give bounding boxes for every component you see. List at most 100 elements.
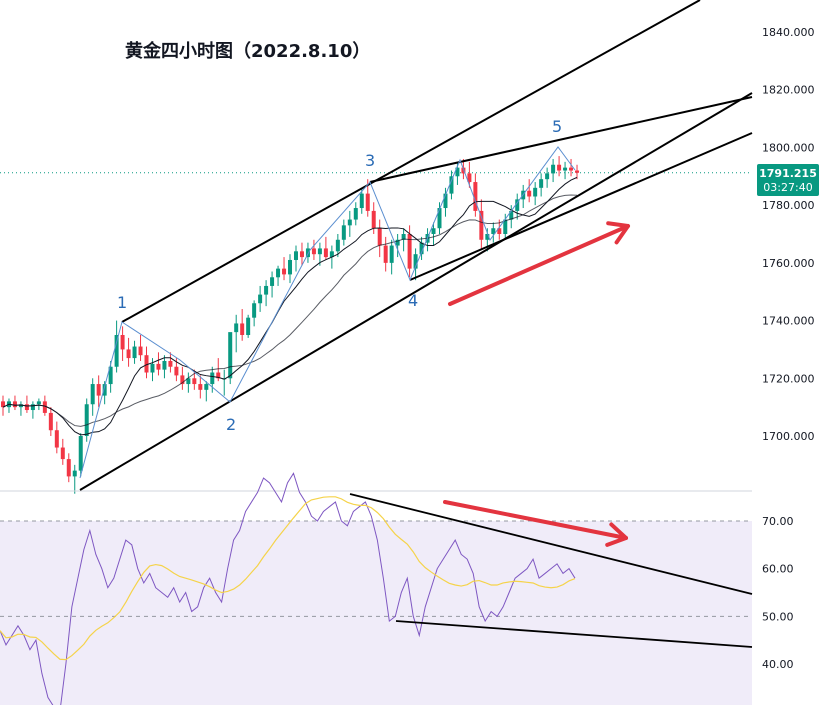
candle-body bbox=[204, 384, 209, 390]
candle bbox=[60, 438, 65, 465]
candle bbox=[335, 234, 340, 258]
candle bbox=[186, 372, 191, 393]
candle-body bbox=[12, 401, 17, 408]
candle-body bbox=[186, 378, 191, 385]
candle-body bbox=[162, 360, 167, 370]
candle bbox=[252, 300, 257, 327]
candle-body bbox=[288, 259, 293, 275]
candle-body bbox=[551, 164, 556, 174]
candle-body bbox=[311, 248, 316, 255]
candle-body bbox=[78, 436, 83, 471]
candle bbox=[276, 265, 281, 286]
candle bbox=[575, 164, 580, 180]
rsi-line bbox=[0, 472, 576, 705]
candle-body bbox=[407, 234, 412, 269]
candle bbox=[30, 401, 35, 419]
down-arrow-head bbox=[605, 522, 628, 547]
candle-body bbox=[84, 404, 89, 436]
candle-body bbox=[413, 254, 418, 269]
candle-body bbox=[545, 173, 550, 180]
candle-body bbox=[90, 384, 95, 405]
channel-upper-line bbox=[121, 0, 701, 323]
candle-body bbox=[377, 228, 382, 246]
candle bbox=[527, 179, 532, 203]
price-tick-label: 1740.000 bbox=[762, 315, 815, 328]
candle bbox=[443, 187, 448, 217]
candle bbox=[144, 346, 149, 379]
candle bbox=[479, 199, 484, 249]
current-price-tag: 1791.215 03:27:40 bbox=[757, 164, 819, 196]
candle bbox=[1, 395, 5, 416]
candle-body bbox=[276, 268, 281, 278]
candle-body bbox=[359, 193, 364, 209]
rsi-tick-label: 70.00 bbox=[762, 515, 794, 528]
candle bbox=[551, 158, 556, 183]
candle-body bbox=[497, 228, 502, 234]
candle bbox=[180, 366, 185, 390]
candle-body bbox=[258, 294, 263, 304]
candle-body bbox=[174, 366, 179, 376]
candle bbox=[270, 271, 275, 298]
candle bbox=[258, 285, 263, 312]
candle bbox=[569, 158, 574, 177]
up-arrow-shaft bbox=[448, 224, 630, 306]
candle bbox=[150, 358, 155, 382]
candle bbox=[24, 395, 29, 413]
wave-label-1: 1 bbox=[117, 293, 127, 312]
candle bbox=[12, 395, 17, 411]
candle bbox=[36, 398, 41, 411]
candle bbox=[449, 170, 454, 200]
candle bbox=[545, 167, 550, 188]
candle-body bbox=[575, 170, 580, 173]
candle bbox=[359, 187, 364, 214]
candle bbox=[473, 173, 478, 217]
rsi-panel bbox=[0, 472, 752, 705]
candle bbox=[383, 236, 388, 272]
candle bbox=[299, 242, 304, 266]
candle-body bbox=[246, 317, 251, 335]
candle-body bbox=[539, 179, 544, 188]
ma-fast-line bbox=[2, 176, 578, 436]
candle-body bbox=[491, 228, 496, 234]
candle bbox=[126, 337, 131, 367]
candle-body bbox=[299, 251, 304, 258]
candle bbox=[54, 421, 59, 454]
candle bbox=[6, 398, 11, 413]
candle bbox=[108, 360, 113, 393]
candle-body bbox=[419, 242, 424, 255]
candle-body bbox=[228, 332, 233, 379]
current-price-label: 1791.215 bbox=[759, 167, 817, 180]
candle bbox=[72, 464, 77, 494]
candle-body bbox=[108, 366, 113, 385]
candle-body bbox=[527, 190, 532, 197]
candle bbox=[305, 242, 310, 263]
candle bbox=[317, 242, 322, 266]
candle-body bbox=[293, 251, 298, 260]
candle-body bbox=[42, 401, 47, 413]
candle-body bbox=[383, 245, 388, 263]
candle bbox=[162, 355, 167, 379]
candle-body bbox=[132, 346, 137, 359]
price-tick-label: 1800.000 bbox=[762, 141, 815, 154]
candle bbox=[293, 245, 298, 272]
candle-body bbox=[30, 404, 35, 411]
wave-label-5: 5 bbox=[552, 117, 562, 136]
candle bbox=[204, 381, 209, 402]
candle-body bbox=[365, 193, 370, 211]
up-arrow-head bbox=[606, 221, 630, 245]
candle-body bbox=[264, 285, 269, 295]
candle-body bbox=[317, 248, 322, 255]
rsi-tick-label: 50.00 bbox=[762, 610, 794, 623]
candle bbox=[198, 375, 203, 399]
candle bbox=[557, 156, 562, 177]
candle-body bbox=[371, 210, 376, 229]
candle-body bbox=[335, 239, 340, 252]
candle bbox=[311, 239, 316, 260]
candle-body bbox=[503, 219, 508, 234]
candle bbox=[401, 228, 406, 252]
countdown-label: 03:27:40 bbox=[763, 181, 812, 194]
rsi-ma-line bbox=[0, 496, 576, 661]
candle-body bbox=[401, 234, 406, 240]
price-tick-label: 1780.000 bbox=[762, 199, 815, 212]
candle-body bbox=[557, 164, 562, 171]
